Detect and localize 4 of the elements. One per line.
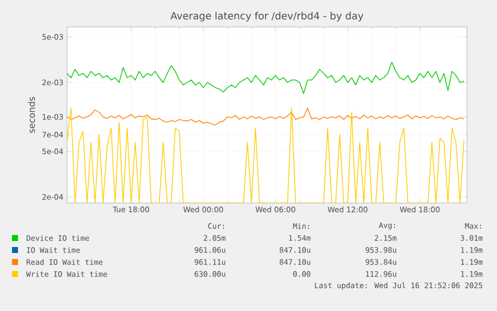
line-series — [67, 62, 464, 94]
y-axis-title: seconds — [28, 97, 35, 133]
chart-title: Average latency for /dev/rbd4 - by day — [170, 12, 364, 22]
line-series — [67, 108, 464, 126]
